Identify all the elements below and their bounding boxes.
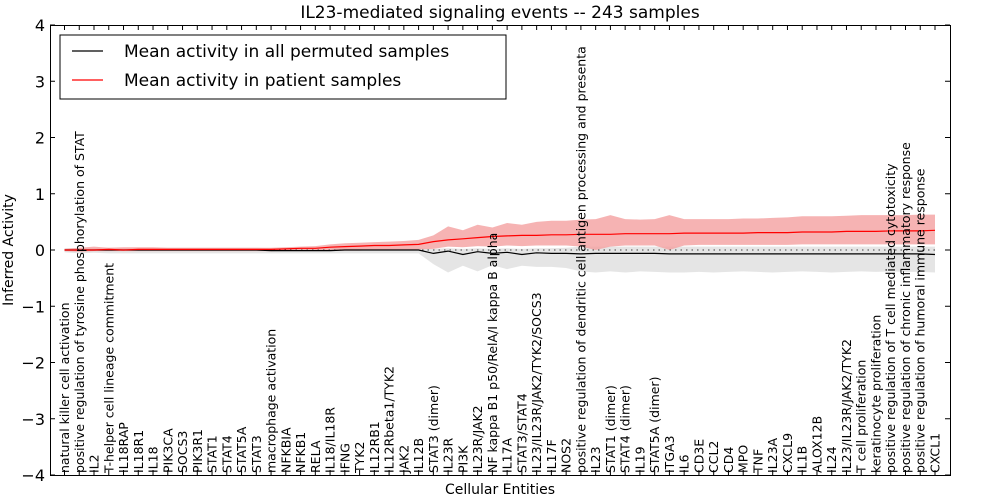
x-tick-label: CD3E: [691, 439, 706, 473]
x-tick-label: CCL2: [706, 441, 721, 473]
x-tick-label: IL1B: [795, 446, 810, 473]
x-tick-label: T cell proliferation: [854, 360, 869, 474]
y-tick-label: 3: [35, 72, 45, 91]
x-tick-label: IFNG: [337, 443, 352, 473]
x-tick-label: IL23: [588, 446, 603, 473]
x-tick-label: CXCL1: [928, 433, 943, 473]
x-tick-label: STAT3/STAT4: [514, 393, 529, 473]
x-tick-label: NOS2: [559, 438, 574, 473]
x-tick-label: ALOX12B: [809, 416, 824, 473]
x-tick-label: positive regulation of humoral immune re…: [913, 168, 928, 473]
x-tick-label: STAT5A: [234, 426, 249, 473]
x-tick-label: T-helper cell lineage commitment: [101, 263, 116, 474]
x-tick-label: IL24: [824, 446, 839, 473]
category-labels: natural killer cell activation positive r…: [57, 46, 943, 474]
x-tick-label: STAT3: [249, 435, 264, 473]
x-tick-label: TYK2: [352, 442, 367, 474]
x-tick-label: RELA: [308, 440, 323, 473]
x-tick-label: CXCL9: [780, 433, 795, 473]
y-tick-label: −2: [21, 354, 45, 373]
x-tick-label: IL17A: [500, 437, 515, 473]
x-tick-label: IL12B: [411, 438, 426, 473]
x-tick-label: PI3K: [455, 445, 470, 473]
x-tick-label: macrophage activation: [264, 329, 279, 473]
x-tick-label: SOCS3: [175, 431, 190, 473]
x-tick-label: IL18RAP: [116, 422, 131, 473]
y-tick-label: 2: [35, 129, 45, 148]
patient-mean-line: [64, 229, 936, 251]
lines-layer: [64, 229, 936, 256]
x-tick-label: PIK3CA: [160, 428, 175, 473]
y-tick-label: −4: [21, 466, 45, 485]
x-tick-label: positive regulation of tyrosine phosphor…: [72, 131, 87, 473]
legend: Mean activity in all permuted samples Me…: [59, 34, 507, 100]
x-tick-label: STAT3 (dimer): [426, 385, 441, 473]
x-tick-label: IL23R/JAK2: [470, 405, 485, 473]
x-tick-label: TNF: [750, 449, 765, 474]
x-tick-label: PIK3R1: [190, 429, 205, 473]
y-tick-label: −3: [21, 410, 45, 429]
x-tick-label: JAK2: [396, 445, 411, 474]
chart-title: IL23-mediated signaling events -- 243 sa…: [300, 3, 700, 23]
x-tick-label: positive regulation of chronic inflammat…: [898, 142, 913, 473]
x-tick-label: NFKB1: [293, 432, 308, 473]
legend-box: [59, 34, 507, 100]
x-tick-label: IL23R: [441, 437, 456, 473]
x-tick-label: positive regulation of T cell mediated c…: [883, 163, 898, 473]
x-tick-label: STAT1: [205, 435, 220, 473]
x-tick-label: keratinocyte proliferation: [868, 315, 883, 473]
x-tick-label: MPO: [736, 445, 751, 473]
y-tick-label: −1: [21, 297, 45, 316]
bands-layer: [64, 214, 935, 273]
y-tick-label: 0: [35, 241, 45, 260]
x-tick-label: IL2: [87, 454, 102, 473]
x-tick-label: IL19: [632, 446, 647, 473]
x-tick-label: IL12RB1: [367, 421, 382, 473]
permuted-band: [64, 246, 935, 273]
x-tick-label: NFKBIA: [278, 427, 293, 473]
x-tick-label: NF kappa B1 p50/RelA/I kappa B alpha: [485, 233, 500, 473]
x-axis-ticks: [64, 25, 936, 475]
x-tick-label: IL17F: [544, 439, 559, 473]
x-tick-label: STAT4: [219, 435, 234, 473]
legend-label-permuted: Mean activity in all permuted samples: [124, 42, 449, 62]
x-tick-label: IL23A: [765, 437, 780, 473]
y-tick-label: 1: [35, 185, 45, 204]
y-axis: 4 3 2 1 0 −1 −2 −3 −4: [21, 16, 950, 485]
x-tick-label: IL18/IL18R: [323, 407, 338, 473]
x-tick-label: IL18: [146, 446, 161, 473]
x-tick-label: STAT4 (dimer): [618, 385, 633, 473]
x-tick-label: STAT5A (dimer): [647, 377, 662, 473]
y-axis-title: Inferred Activity: [1, 194, 17, 306]
x-tick-label: IL23/IL23R/JAK2/TYK2/SOCS3: [529, 292, 544, 473]
x-tick-label: STAT1 (dimer): [603, 385, 618, 473]
x-tick-label: IL12Rbeta1/TYK2: [382, 366, 397, 473]
patient-band: [64, 214, 935, 252]
legend-label-patient: Mean activity in patient samples: [124, 71, 401, 91]
y-tick-label: 4: [35, 16, 45, 35]
x-tick-label: CD4: [721, 447, 736, 473]
x-tick-label: IL6: [677, 454, 692, 473]
x-tick-label: IL23/IL23R/JAK2/TYK2: [839, 339, 854, 473]
x-tick-label: natural killer cell activation: [57, 302, 72, 473]
x-tick-label: positive regulation of dendritic cell an…: [573, 46, 588, 473]
x-tick-label: ITGA3: [662, 435, 677, 473]
x-tick-label: IL18R1: [131, 430, 146, 473]
x-axis-title: Cellular Entities: [445, 482, 555, 498]
